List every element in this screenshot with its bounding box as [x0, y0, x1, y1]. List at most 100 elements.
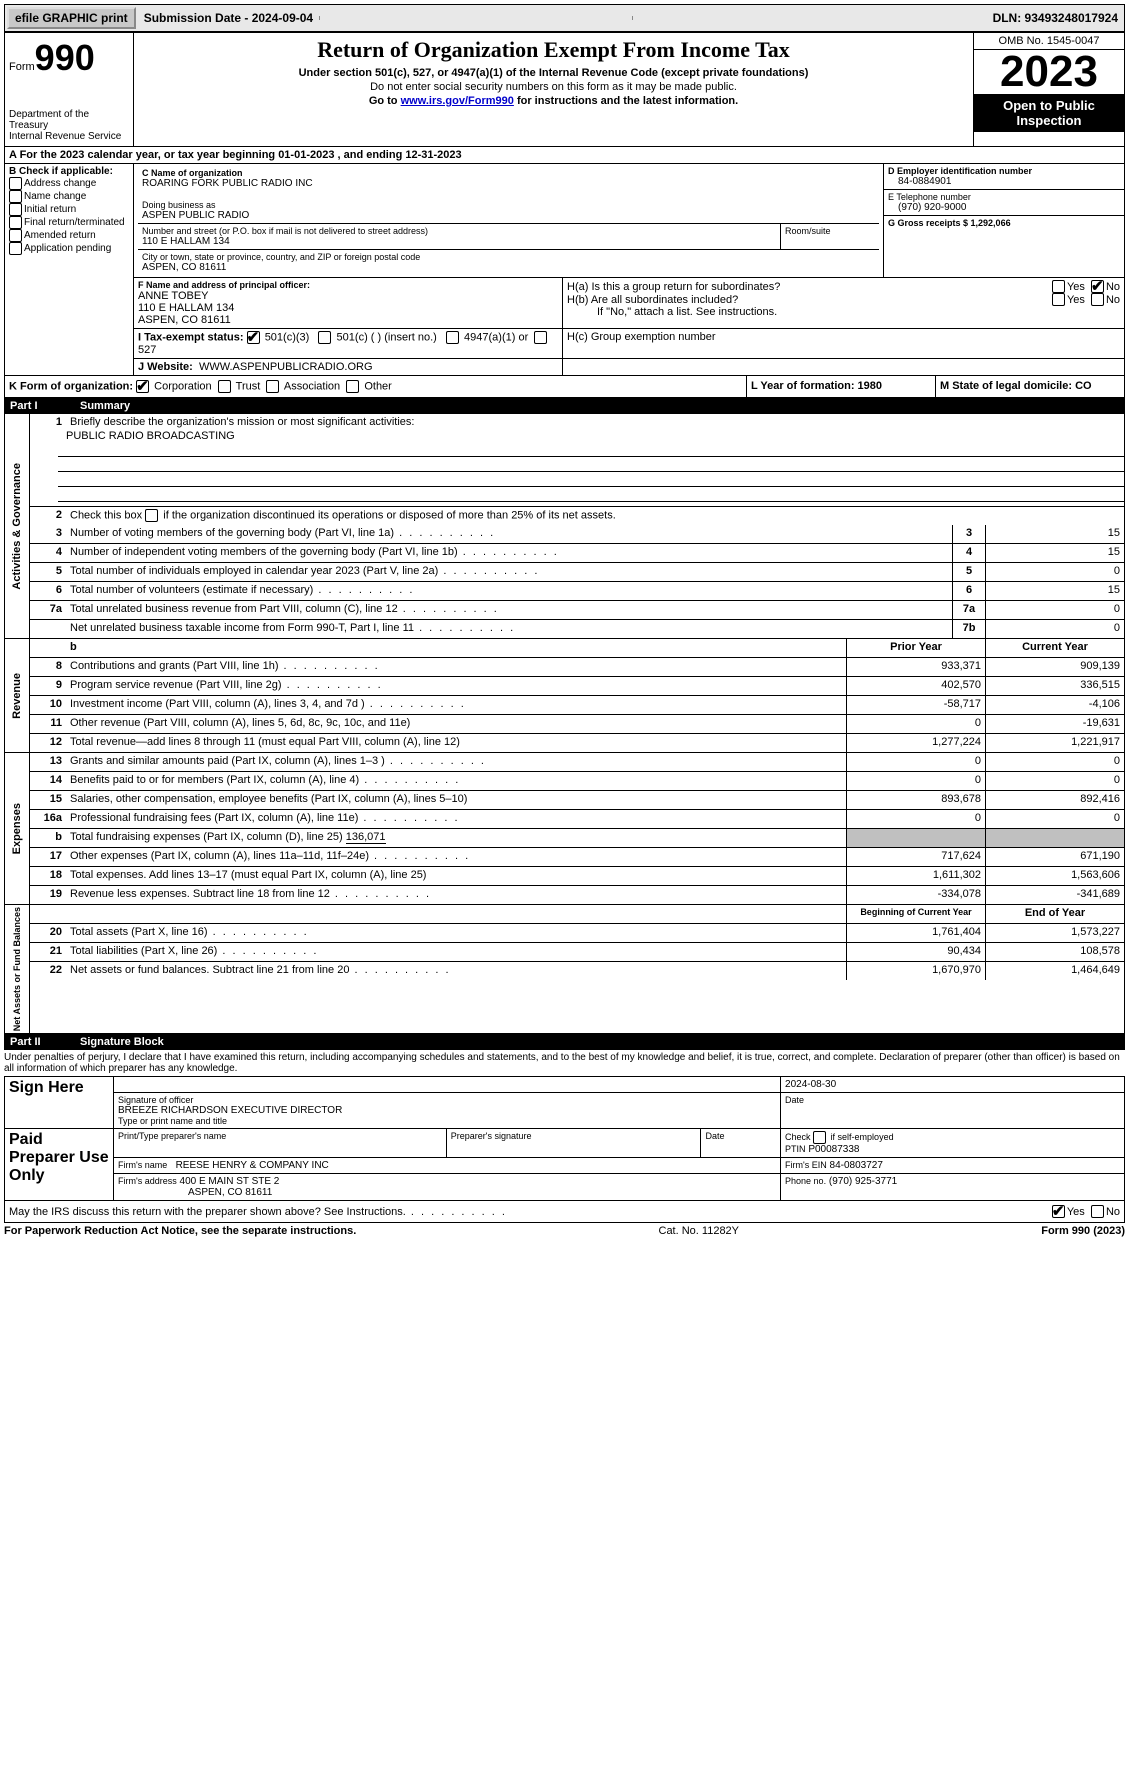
line11-prior: 0: [846, 715, 985, 733]
line9-prior: 402,570: [846, 677, 985, 695]
sig-date: 2024-08-30: [781, 1077, 1125, 1093]
header-curr: Current Year: [985, 639, 1124, 657]
dln-label: DLN: 93493248017924: [987, 9, 1124, 27]
open-to-public: Open to Public Inspection: [974, 94, 1124, 132]
ha-yes[interactable]: [1052, 280, 1065, 293]
header-fields: B Check if applicable: Address change Na…: [4, 164, 1125, 376]
ha-label: H(a) Is this a group return for subordin…: [567, 281, 1052, 293]
paid-preparer-label: Paid Preparer Use Only: [5, 1129, 114, 1201]
topbar-spacer: [319, 16, 633, 20]
line9: Program service revenue (Part VIII, line…: [66, 677, 846, 695]
officer-name: ANNE TOBEY: [138, 290, 558, 302]
line13: Grants and similar amounts paid (Part IX…: [66, 753, 846, 771]
mission-value: PUBLIC RADIO BROADCASTING: [30, 430, 1124, 442]
officer-addr1: 110 E HALLAM 134: [138, 302, 558, 314]
check-527[interactable]: [534, 331, 547, 344]
dept-treasury: Department of the Treasury Internal Reve…: [9, 109, 129, 142]
perjury-statement: Under penalties of perjury, I declare th…: [4, 1050, 1125, 1076]
line18-prior: 1,611,302: [846, 867, 985, 885]
check-application-pending[interactable]: [9, 242, 22, 255]
line17-curr: 671,190: [985, 848, 1124, 866]
website-label: J Website:: [138, 361, 193, 373]
footer-left: For Paperwork Reduction Act Notice, see …: [4, 1225, 356, 1237]
check-501c[interactable]: [318, 331, 331, 344]
line10: Investment income (Part VIII, column (A)…: [66, 696, 846, 714]
phone-label: E Telephone number: [888, 192, 1120, 202]
prep-sig-label: Preparer's signature: [446, 1129, 701, 1158]
ptin: P00087338: [808, 1144, 859, 1155]
check-4947[interactable]: [446, 331, 459, 344]
hb-yes[interactable]: [1052, 293, 1065, 306]
side-revenue: Revenue: [9, 671, 25, 721]
officer-addr2: ASPEN, CO 81611: [138, 314, 558, 326]
check-name-change[interactable]: [9, 190, 22, 203]
summary-expenses: Expenses 13Grants and similar amounts pa…: [4, 753, 1125, 905]
line14: Benefits paid to or for members (Part IX…: [66, 772, 846, 790]
form-number: Form990: [9, 37, 129, 79]
check-501c3[interactable]: [247, 331, 260, 344]
form-title: Return of Organization Exempt From Incom…: [138, 37, 969, 63]
gross-receipts: G Gross receipts $ 1,292,066: [888, 218, 1120, 228]
line18: Total expenses. Add lines 13–17 (must eq…: [66, 867, 846, 885]
line7a: Total unrelated business revenue from Pa…: [66, 601, 952, 619]
discuss-row: May the IRS discuss this return with the…: [4, 1201, 1125, 1223]
line21-curr: 108,578: [985, 943, 1124, 961]
tax-exempt-label: I Tax-exempt status:: [138, 331, 244, 343]
page-footer: For Paperwork Reduction Act Notice, see …: [4, 1223, 1125, 1237]
check-other[interactable]: [346, 380, 359, 393]
line16a-curr: 0: [985, 810, 1124, 828]
phone: (970) 920-9000: [898, 202, 1120, 213]
header-end: End of Year: [985, 905, 1124, 923]
line3-val: 15: [985, 525, 1124, 543]
line16a-prior: 0: [846, 810, 985, 828]
check-initial-return[interactable]: [9, 203, 22, 216]
check-self-employed[interactable]: [813, 1131, 826, 1144]
line18-curr: 1,563,606: [985, 867, 1124, 885]
discuss-no[interactable]: [1091, 1205, 1104, 1218]
room-label: Room/suite: [785, 226, 875, 236]
dba: ASPEN PUBLIC RADIO: [142, 210, 875, 221]
line19: Revenue less expenses. Subtract line 18 …: [66, 886, 846, 904]
prep-date-label: Date: [701, 1129, 781, 1158]
footer-right: Form 990 (2023): [1041, 1225, 1125, 1237]
line6: Total number of volunteers (estimate if …: [66, 582, 952, 600]
mission-label: Briefly describe the organization's miss…: [66, 414, 1124, 430]
date-label: Date: [781, 1093, 1125, 1129]
dba-label: Doing business as: [142, 200, 875, 210]
check-trust[interactable]: [218, 380, 231, 393]
check-address-change[interactable]: [9, 177, 22, 190]
line11: Other revenue (Part VIII, column (A), li…: [66, 715, 846, 733]
hb-no[interactable]: [1091, 293, 1104, 306]
check-corporation[interactable]: [136, 380, 149, 393]
discuss-yes[interactable]: [1052, 1205, 1065, 1218]
website-value: WWW.ASPENPUBLICRADIO.ORG: [199, 361, 373, 373]
line12: Total revenue—add lines 8 through 11 (mu…: [66, 734, 846, 752]
form-header: Form990 Department of the Treasury Inter…: [4, 32, 1125, 147]
line5: Total number of individuals employed in …: [66, 563, 952, 581]
check-association[interactable]: [266, 380, 279, 393]
irs-link[interactable]: www.irs.gov/Form990: [401, 95, 514, 107]
state-domicile: M State of legal domicile: CO: [936, 376, 1124, 397]
check-amended-return[interactable]: [9, 229, 22, 242]
ein-label: D Employer identification number: [888, 166, 1120, 176]
firm-phone: (970) 925-3771: [829, 1176, 897, 1187]
form-note-link: Go to www.irs.gov/Form990 for instructio…: [138, 95, 969, 107]
year-formation: L Year of formation: 1980: [747, 376, 936, 397]
tax-year: 2023: [974, 50, 1124, 94]
submission-date: Submission Date - 2024-09-04: [138, 9, 319, 27]
line20-curr: 1,573,227: [985, 924, 1124, 942]
firm-name: REESE HENRY & COMPANY INC: [176, 1160, 329, 1171]
efile-print-button[interactable]: efile GRAPHIC print: [7, 7, 136, 29]
line16a: Professional fundraising fees (Part IX, …: [66, 810, 846, 828]
summary-governance: Activities & Governance 1 Briefly descri…: [4, 414, 1125, 639]
part1-header: Part ISummary: [4, 398, 1125, 414]
line16b: Total fundraising expenses (Part IX, col…: [66, 829, 846, 847]
firm-ein: 84-0803727: [830, 1160, 883, 1171]
check-final-return[interactable]: [9, 216, 22, 229]
summary-netassets: Net Assets or Fund Balances Beginning of…: [4, 905, 1125, 1034]
ha-no[interactable]: [1091, 280, 1104, 293]
line8-prior: 933,371: [846, 658, 985, 676]
check-discontinued[interactable]: [145, 509, 158, 522]
part2-header: Part IISignature Block: [4, 1034, 1125, 1050]
hc-label: H(c) Group exemption number: [563, 329, 1124, 358]
